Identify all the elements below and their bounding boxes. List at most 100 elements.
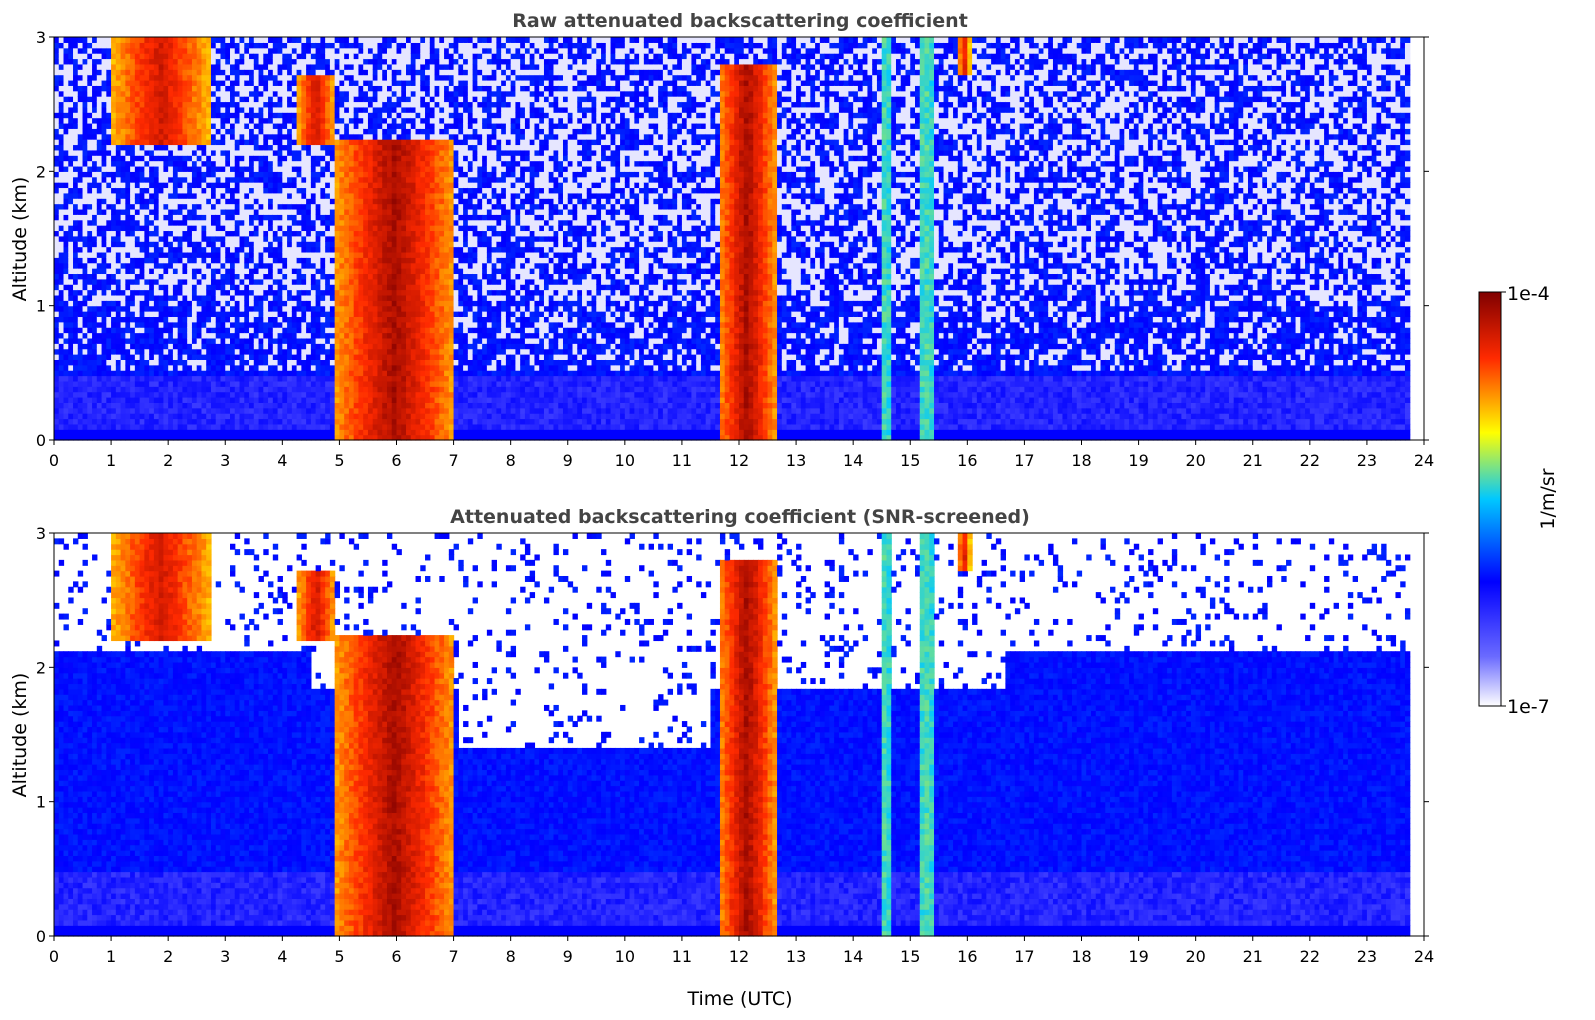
heatmap-cell <box>154 48 159 54</box>
heatmap-cell <box>201 101 206 107</box>
heatmap-cell <box>87 322 92 328</box>
heatmap-cell <box>116 413 121 419</box>
heatmap-cell <box>173 37 178 43</box>
heatmap-cell <box>206 241 211 247</box>
heatmap-cell <box>92 386 97 392</box>
heatmap-cell <box>106 252 111 258</box>
heatmap-cell <box>78 139 83 145</box>
heatmap-cell <box>130 128 135 134</box>
heatmap-cell <box>130 343 135 349</box>
heatmap-cell <box>173 284 178 290</box>
heatmap-cell <box>211 42 216 48</box>
heatmap-cell <box>97 53 102 59</box>
heatmap-cell <box>135 220 140 226</box>
heatmap-cell <box>159 75 164 81</box>
heatmap-cell <box>54 392 59 398</box>
heatmap-cell <box>116 338 121 344</box>
heatmap-cell <box>116 96 121 102</box>
heatmap-cell <box>168 166 173 172</box>
heatmap-cell <box>116 64 121 70</box>
heatmap-cell <box>182 279 187 285</box>
heatmap-cell <box>159 413 164 419</box>
heatmap-cell <box>102 295 107 301</box>
heatmap-cell <box>130 284 135 290</box>
heatmap-cell <box>144 284 149 290</box>
heatmap-cell <box>201 69 206 75</box>
heatmap-cell <box>59 263 64 269</box>
heatmap-cell <box>192 128 197 134</box>
heatmap-cell <box>168 392 173 398</box>
heatmap-cell <box>187 198 192 204</box>
heatmap-cell <box>144 429 149 435</box>
heatmap-cell <box>73 80 78 86</box>
heatmap-cell <box>111 123 116 129</box>
heatmap-cell <box>130 247 135 253</box>
heatmap-cell <box>187 220 192 226</box>
heatmap-cell <box>144 241 149 247</box>
heatmap-cell <box>102 236 107 242</box>
heatmap-cell <box>149 413 154 419</box>
heatmap-cell <box>125 397 130 403</box>
heatmap-cell <box>92 306 97 312</box>
heatmap-cell <box>106 343 111 349</box>
heatmap-cell <box>102 64 107 70</box>
heatmap-cell <box>163 198 168 204</box>
heatmap-cell <box>59 166 64 172</box>
heatmap-cell <box>130 376 135 382</box>
heatmap-cell <box>140 397 145 403</box>
heatmap-cell <box>135 402 140 408</box>
heatmap-cell <box>187 429 192 435</box>
heatmap-cell <box>163 80 168 86</box>
heatmap-cell <box>54 182 59 188</box>
heatmap-cell <box>78 365 83 371</box>
heatmap-cell <box>168 290 173 296</box>
heatmap-cell <box>178 381 183 387</box>
heatmap-cell <box>87 338 92 344</box>
heatmap-cell <box>102 273 107 279</box>
heatmap-cell <box>106 354 111 360</box>
heatmap-cell <box>78 316 83 322</box>
heatmap-cell <box>140 209 145 215</box>
heatmap-cell <box>197 354 202 360</box>
heatmap-cell <box>144 338 149 344</box>
heatmap-cell <box>173 85 178 91</box>
heatmap-cell <box>121 48 126 54</box>
heatmap-cell <box>102 327 107 333</box>
heatmap-cell <box>159 48 164 54</box>
heatmap-cell <box>178 198 183 204</box>
heatmap-cell <box>206 273 211 279</box>
heatmap-cell <box>206 295 211 301</box>
heatmap-cell <box>178 413 183 419</box>
heatmap-cell <box>197 273 202 279</box>
heatmap-cell <box>54 91 59 97</box>
heatmap-cell <box>64 53 69 59</box>
heatmap-cell <box>140 316 145 322</box>
heatmap-cell <box>68 53 73 59</box>
heatmap-cell <box>163 311 168 317</box>
heatmap-cell <box>173 107 178 113</box>
heatmap-cell <box>163 306 168 312</box>
heatmap-cell <box>211 413 216 419</box>
heatmap-cell <box>192 402 197 408</box>
heatmap-cell <box>68 381 73 387</box>
heatmap-cell <box>121 53 126 59</box>
heatmap-cell <box>149 290 154 296</box>
heatmap-cell <box>163 279 168 285</box>
heatmap-cell <box>211 134 216 140</box>
heatmap-cell <box>187 118 192 124</box>
heatmap-cell <box>168 171 173 177</box>
heatmap-cell <box>197 402 202 408</box>
heatmap-cell <box>182 354 187 360</box>
heatmap-cell <box>111 322 116 328</box>
heatmap-cell <box>173 80 178 86</box>
heatmap-cell <box>144 263 149 269</box>
heatmap-cell <box>130 193 135 199</box>
heatmap-cell <box>130 214 135 220</box>
heatmap-cell <box>201 429 206 435</box>
heatmap-cell <box>178 107 183 113</box>
heatmap-cell <box>92 42 97 48</box>
heatmap-cell <box>121 408 126 414</box>
heatmap-cell <box>68 123 73 129</box>
heatmap-cell <box>64 311 69 317</box>
heatmap-cell <box>149 273 154 279</box>
